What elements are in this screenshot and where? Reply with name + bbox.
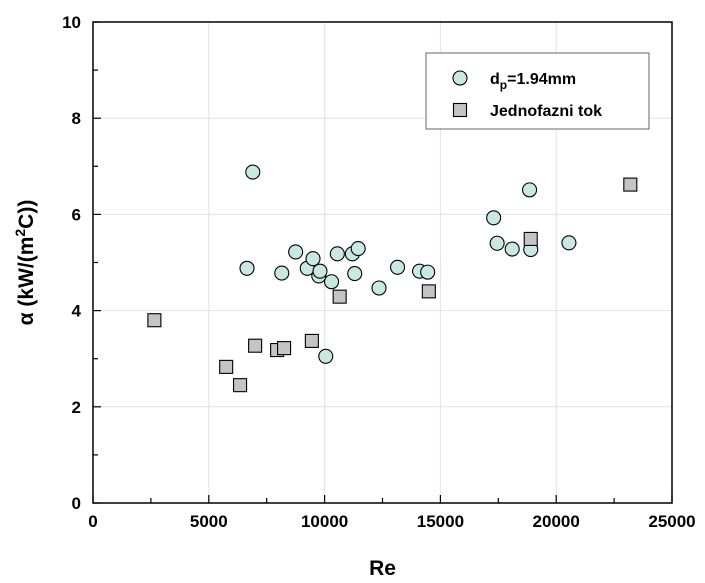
data-point-circle bbox=[489, 235, 505, 251]
data-point-circle bbox=[486, 210, 502, 226]
data-point-square bbox=[421, 284, 436, 299]
data-point-square bbox=[233, 378, 248, 393]
data-point-circle bbox=[288, 244, 304, 260]
data-point-square bbox=[219, 359, 234, 374]
legend-marker-square bbox=[452, 102, 468, 118]
y-tick-label: 8 bbox=[72, 109, 81, 128]
data-point-square bbox=[147, 313, 162, 328]
data-point-circle bbox=[239, 260, 255, 276]
data-point-square bbox=[332, 289, 347, 304]
data-point-square bbox=[248, 338, 263, 353]
data-point-circle bbox=[504, 241, 520, 257]
data-point-circle bbox=[561, 235, 577, 251]
legend: dp=1.94mm Jednofazni tok bbox=[425, 52, 650, 130]
data-point-circle bbox=[522, 182, 538, 198]
legend-label: dp=1.94mm bbox=[490, 71, 576, 92]
data-point-square bbox=[277, 341, 292, 356]
x-tick-label: 15000 bbox=[417, 512, 464, 531]
x-axis-title: Re bbox=[369, 557, 396, 580]
data-point-circle bbox=[329, 246, 345, 262]
x-tick-label: 25000 bbox=[648, 512, 695, 531]
y-tick-label: 0 bbox=[72, 494, 81, 513]
data-point-circle bbox=[350, 241, 366, 257]
data-point-circle bbox=[318, 348, 334, 364]
data-point-square bbox=[304, 333, 319, 348]
data-points bbox=[147, 164, 638, 393]
x-tick-label: 5000 bbox=[190, 512, 228, 531]
data-point-square bbox=[623, 177, 638, 192]
y-tick-label: 6 bbox=[72, 205, 81, 224]
x-tick-labels: 0 5000 10000 15000 20000 25000 bbox=[88, 512, 695, 531]
data-point-circle bbox=[420, 264, 436, 280]
y-tick-label: 2 bbox=[72, 398, 81, 417]
data-point-circle bbox=[371, 280, 387, 296]
legend-marker-circle bbox=[452, 70, 468, 86]
data-point-circle bbox=[245, 164, 261, 180]
y-tick-label: 10 bbox=[62, 13, 81, 32]
data-point-circle bbox=[312, 263, 328, 279]
data-point-square bbox=[523, 231, 538, 246]
legend-label: Jednofazni tok bbox=[490, 103, 602, 120]
x-tick-label: 20000 bbox=[533, 512, 580, 531]
axis-ticks bbox=[92, 21, 673, 504]
data-point-circle bbox=[305, 251, 321, 267]
data-point-circle bbox=[347, 266, 363, 282]
x-tick-label: 0 bbox=[88, 512, 97, 531]
data-point-circle bbox=[274, 265, 290, 281]
y-tick-label: 4 bbox=[72, 302, 82, 321]
data-point-circle bbox=[390, 259, 406, 275]
data-point-circle bbox=[323, 274, 340, 290]
y-tick-labels: 0 2 4 6 8 10 bbox=[62, 13, 81, 513]
x-tick-label: 10000 bbox=[301, 512, 348, 531]
y-axis-title: α (kW/(m2C)) bbox=[12, 200, 38, 326]
